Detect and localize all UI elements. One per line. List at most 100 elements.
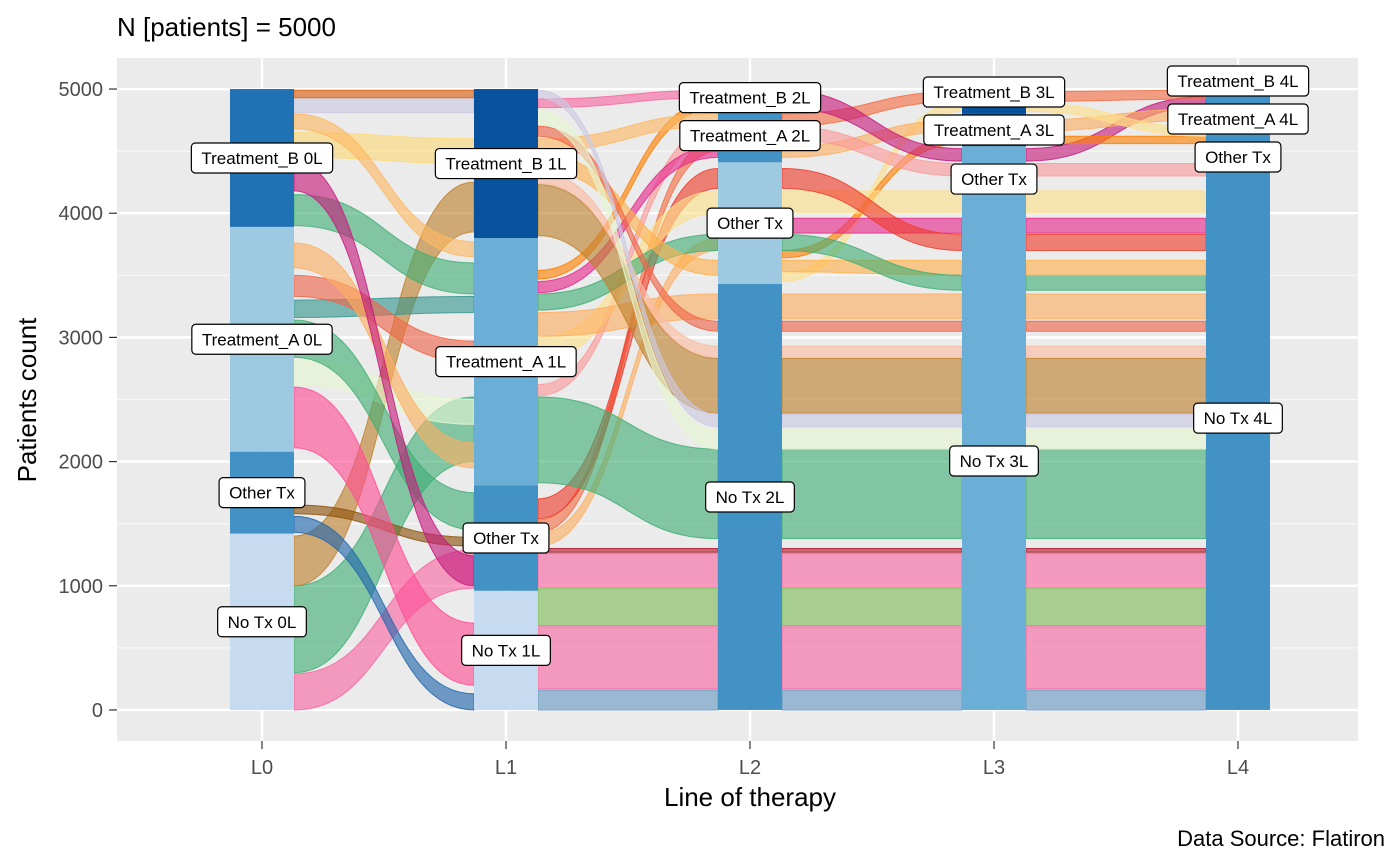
label-box <box>679 120 821 152</box>
flow-ribbon <box>781 293 963 320</box>
label-box <box>461 634 551 666</box>
flow-ribbon <box>1025 345 1207 358</box>
flow-ribbon <box>781 217 963 234</box>
flow-ribbon <box>537 626 719 690</box>
label-text: No Tx 2L <box>716 488 785 507</box>
label-text: No Tx 0L <box>228 613 297 632</box>
stratum-label: Other Tx <box>462 522 550 554</box>
flow-ribbon <box>781 689 963 711</box>
flow-ribbon <box>781 345 963 358</box>
label-text: Treatment_B 4L <box>1177 72 1298 91</box>
label-box <box>190 142 334 174</box>
label-box <box>218 477 306 509</box>
stratum-label: No Tx 1L <box>461 634 551 666</box>
flow-ribbon <box>1025 587 1207 627</box>
flow-ribbon <box>781 548 963 553</box>
chart-caption: Data Source: Flatiron <box>1177 826 1385 851</box>
label-text: No Tx 1L <box>472 641 541 660</box>
label-text: Treatment_A 0L <box>202 330 322 349</box>
flow-ribbon <box>1025 413 1207 428</box>
flow-ribbon <box>1025 689 1207 711</box>
label-text: Treatment_B 1L <box>445 155 566 174</box>
stratum-labels: No Tx 0L Other Tx Treatment_A 0L Treatment_… <box>190 65 1310 666</box>
stratum-label: Treatment_A 3L <box>923 114 1065 146</box>
flow-ribbon <box>781 552 963 588</box>
label-text: Treatment_B 0L <box>201 149 322 168</box>
label-box <box>922 76 1066 108</box>
label-box <box>462 522 550 554</box>
stratum-label: Treatment_B 2L <box>678 82 822 114</box>
stratum-label: No Tx 4L <box>1193 402 1283 434</box>
label-box <box>705 481 795 513</box>
x-tick-label: L2 <box>739 757 761 779</box>
flow-ribbon <box>1025 358 1207 414</box>
stratum-label: Treatment_B 4L <box>1166 65 1310 97</box>
stratum-label: Other Tx <box>950 163 1038 195</box>
label-box <box>1194 141 1282 173</box>
label-text: Other Tx <box>717 214 783 233</box>
label-text: Other Tx <box>473 529 539 548</box>
y-axis-title: Patients count <box>12 317 42 483</box>
x-tick-label: L1 <box>495 757 517 779</box>
flow-ribbon <box>293 98 475 114</box>
flow-ribbon <box>781 413 963 428</box>
label-box <box>217 606 307 638</box>
flow-ribbon <box>293 515 475 711</box>
label-box <box>678 82 822 114</box>
chart-title: N [patients] = 5000 <box>117 12 336 42</box>
flow-ribbon <box>1025 320 1207 332</box>
flow-ribbon <box>537 689 719 711</box>
flow-ribbon <box>1025 552 1207 588</box>
flow-ribbon <box>781 320 963 332</box>
y-tick-label: 5000 <box>59 79 104 101</box>
axes: 0 1000 2000 3000 4000 5000 L0 L1 L2 L3 L4 <box>59 79 1250 779</box>
label-box <box>1193 402 1283 434</box>
y-tick-label: 3000 <box>59 327 104 349</box>
flow-ribbon <box>537 552 719 588</box>
flow-ribbon <box>1025 274 1207 291</box>
stratum-label: Other Tx <box>1194 141 1282 173</box>
flow-ribbon <box>781 587 963 627</box>
flow-ribbon <box>781 430 963 450</box>
label-text: Other Tx <box>229 484 295 503</box>
label-text: Other Tx <box>1205 148 1271 167</box>
flow-ribbon <box>781 448 963 540</box>
x-tick-label: L0 <box>251 757 273 779</box>
y-tick-label: 0 <box>92 700 103 722</box>
label-text: Treatment_A 3L <box>934 121 1054 140</box>
label-box <box>949 445 1039 477</box>
flow-ribbon <box>1025 430 1207 450</box>
x-axis-title: Line of therapy <box>664 782 836 812</box>
flow-ribbon <box>1025 163 1207 177</box>
y-tick-label: 4000 <box>59 203 104 225</box>
label-box <box>950 163 1038 195</box>
stratum-label: No Tx 2L <box>705 481 795 513</box>
x-tick-label: L4 <box>1227 757 1249 779</box>
stratum-label: Treatment_A 1L <box>435 346 577 378</box>
flow-ribbon <box>1025 293 1207 320</box>
flow-ribbon <box>781 626 963 690</box>
stratum-label: Other Tx <box>218 477 306 509</box>
flow-ribbon <box>537 548 719 553</box>
flow-ribbon <box>293 89 475 99</box>
flow-ribbon <box>1025 217 1207 234</box>
flow-ribbon <box>781 358 963 414</box>
label-box <box>191 323 333 355</box>
label-box <box>706 207 794 239</box>
label-box <box>435 346 577 378</box>
label-box <box>923 114 1065 146</box>
label-text: Treatment_A 4L <box>1178 110 1298 129</box>
label-box <box>434 147 578 180</box>
label-box <box>1166 65 1310 97</box>
flow-ribbon <box>1025 548 1207 553</box>
label-box <box>1167 103 1309 135</box>
label-text: Other Tx <box>961 170 1027 189</box>
label-text: Treatment_A 1L <box>446 353 566 372</box>
stratum-label: Other Tx <box>706 207 794 239</box>
stratum-label: No Tx 3L <box>949 445 1039 477</box>
stratum-label: Treatment_A 2L <box>679 120 821 152</box>
label-text: Treatment_A 2L <box>690 127 810 146</box>
label-text: Treatment_B 3L <box>933 83 1054 102</box>
flow-ribbon <box>1025 190 1207 214</box>
